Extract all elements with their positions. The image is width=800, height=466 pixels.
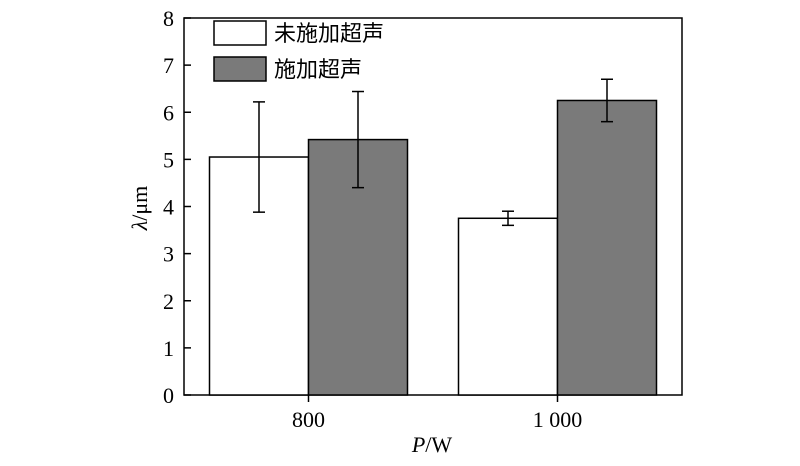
legend: 未施加超声 施加超声 — [213, 20, 384, 83]
bar-s2-c2 — [556, 99, 658, 396]
y-tick-label-7: 7 — [163, 53, 174, 78]
x-tick-label-2: 1 000 — [533, 407, 583, 432]
y-tick-label-0: 0 — [163, 383, 174, 408]
legend-label-series-2: 施加超声 — [274, 58, 362, 83]
x-tick-label-1: 800 — [292, 407, 325, 432]
y-tick-label-3: 3 — [163, 242, 174, 267]
y-axis-label-unit: /μm — [127, 186, 152, 221]
y-tick-label-4: 4 — [163, 195, 174, 220]
plot-area: 0 1 2 3 4 5 6 7 8 800 1 000 — [163, 6, 683, 432]
bar-s1-c2 — [457, 217, 559, 396]
x-axis-label: P/W — [411, 432, 453, 457]
y-tick-label-6: 6 — [163, 100, 174, 125]
legend-label-series-1: 未施加超声 — [274, 22, 384, 47]
y-tick-label-1: 1 — [163, 336, 174, 361]
y-tick-label-5: 5 — [163, 147, 174, 172]
legend-swatch-series-1 — [213, 20, 267, 46]
y-tick-label-8: 8 — [163, 6, 174, 31]
legend-swatch-series-2 — [213, 56, 267, 82]
y-tick-label-2: 2 — [163, 289, 174, 314]
y-axis-label: λ/μm — [127, 186, 152, 232]
legend-entry-series-2: 施加超声 — [213, 56, 362, 83]
legend-entry-series-1: 未施加超声 — [213, 20, 384, 47]
x-axis-label-unit: /W — [425, 432, 452, 457]
x-axis-label-var: P — [411, 432, 425, 457]
y-axis-label-var: λ — [127, 221, 152, 232]
